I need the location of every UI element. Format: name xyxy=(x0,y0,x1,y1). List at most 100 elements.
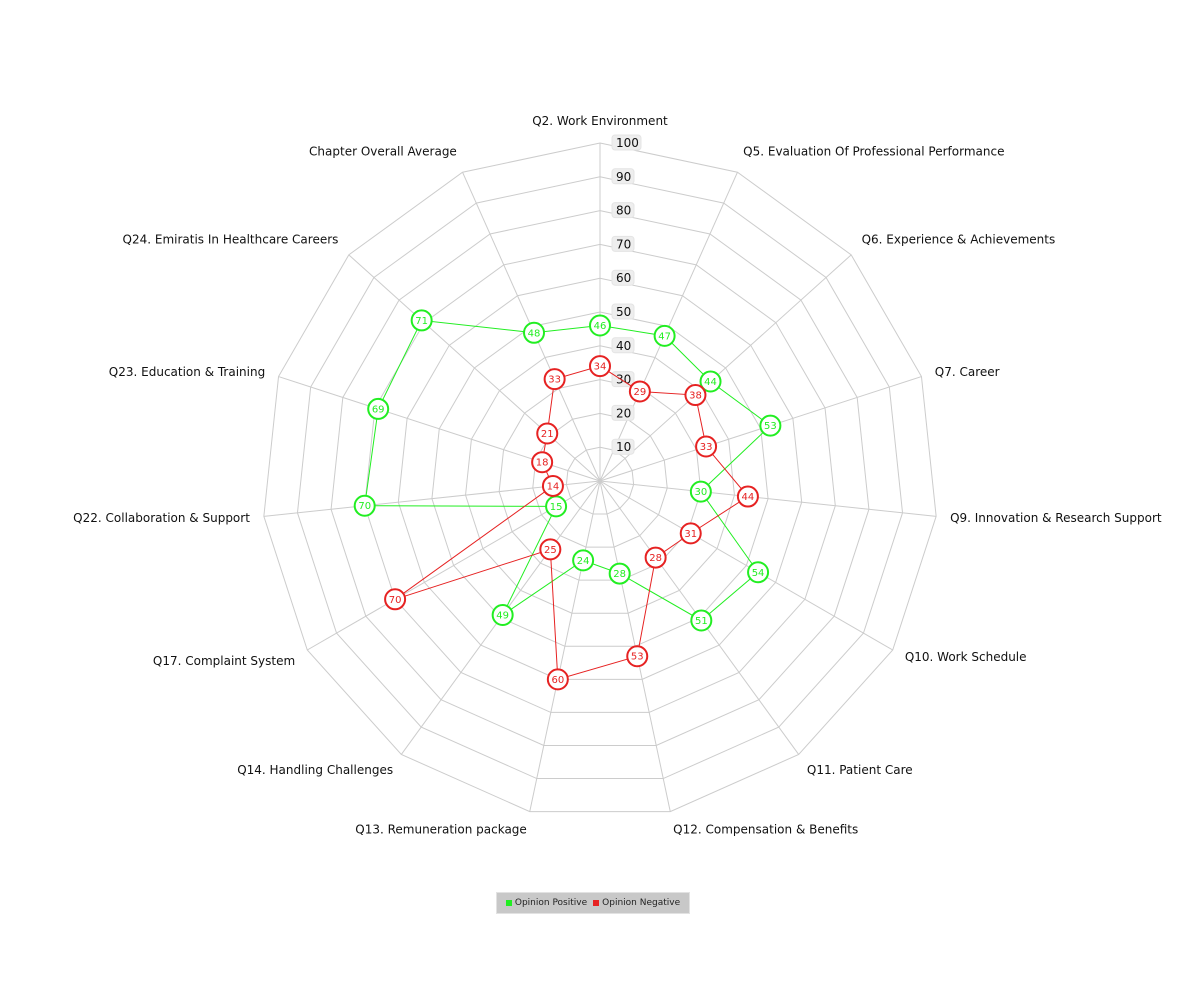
grid-ring-20 xyxy=(532,412,668,548)
grid-ring-100 xyxy=(263,142,937,813)
grid-ring-60 xyxy=(397,277,803,680)
tick-bg-70 xyxy=(611,235,635,252)
point-opinion-negative-1[interactable] xyxy=(628,380,651,403)
data-label-opinion-negative-6: 28 xyxy=(649,553,662,564)
axis-label-q17-complaint-system: Q17. Complaint System xyxy=(153,654,295,668)
point-opinion-negative-11[interactable] xyxy=(541,474,564,497)
data-label-opinion-positive-5: 54 xyxy=(752,568,765,579)
series-layer: 46 47 44 53 30 54 51 28 24 49 15 70 69 71 48 34 29 38 33 44… xyxy=(353,309,782,691)
point-opinion-positive-11[interactable] xyxy=(353,494,376,517)
point-opinion-negative-3[interactable] xyxy=(695,435,718,458)
point-opinion-negative-8[interactable] xyxy=(546,668,569,691)
spoke-2 xyxy=(599,254,852,482)
tick-bg-30 xyxy=(611,371,635,388)
data-label-opinion-positive-9: 49 xyxy=(496,610,509,621)
data-label-opinion-negative-3: 33 xyxy=(700,442,713,453)
data-label-opinion-negative-8: 60 xyxy=(551,675,564,686)
grid-ring-50 xyxy=(431,311,769,647)
tick-label-100: 100 xyxy=(616,136,639,150)
legend-swatch-negative xyxy=(593,900,600,906)
data-label-opinion-negative-0: 34 xyxy=(594,362,607,373)
tick-label-10: 10 xyxy=(616,440,631,454)
spoke-13 xyxy=(348,254,601,482)
point-opinion-positive-0[interactable] xyxy=(589,314,611,337)
data-label-opinion-positive-1: 47 xyxy=(658,331,671,342)
axis-label-q2-work-environment: Q2. Work Environment xyxy=(532,114,668,128)
tick-bg-50 xyxy=(611,303,635,320)
data-label-opinion-positive-7: 28 xyxy=(613,569,626,580)
point-opinion-positive-4[interactable] xyxy=(689,480,712,503)
point-opinion-positive-9[interactable] xyxy=(491,603,514,626)
data-label-opinion-positive-4: 30 xyxy=(694,487,707,498)
point-opinion-negative-4[interactable] xyxy=(736,485,759,508)
tick-bg-20 xyxy=(611,404,635,421)
point-opinion-negative-0[interactable] xyxy=(589,355,611,378)
series-line-opinion-positive xyxy=(364,319,772,622)
axis-label-q6-experience-achievements: Q6. Experience & Achievements xyxy=(862,232,1056,246)
point-opinion-negative-13[interactable] xyxy=(536,422,559,445)
data-label-opinion-negative-1: 29 xyxy=(634,387,647,398)
legend-item-negative[interactable]: Opinion Negative xyxy=(593,898,680,908)
point-opinion-negative-9[interactable] xyxy=(539,538,562,561)
data-label-opinion-positive-13: 71 xyxy=(415,316,428,327)
series-line-opinion-negative xyxy=(394,365,749,681)
grid-ring-30 xyxy=(498,379,702,581)
axis-label-q5-evaluation-of-professional-performance: Q5. Evaluation Of Professional Performan… xyxy=(743,144,1004,158)
axis-label-q12-compensation-benefits: Q12. Compensation & Benefits xyxy=(673,822,858,836)
data-label-opinion-negative-5: 31 xyxy=(684,529,697,540)
data-label-opinion-positive-6: 51 xyxy=(695,616,708,627)
point-opinion-positive-6[interactable] xyxy=(690,609,713,632)
tick-bg-60 xyxy=(611,269,635,286)
data-label-opinion-positive-12: 69 xyxy=(372,404,385,415)
tick-30: 30 xyxy=(611,371,635,388)
point-opinion-positive-5[interactable] xyxy=(747,561,770,584)
point-opinion-positive-3[interactable] xyxy=(759,414,782,437)
grid-ring-90 xyxy=(296,176,904,780)
tick-bg-80 xyxy=(611,202,635,219)
point-opinion-positive-12[interactable] xyxy=(367,397,390,420)
point-opinion-negative-6[interactable] xyxy=(644,546,667,569)
tick-100: 100 xyxy=(611,134,642,151)
point-opinion-negative-5[interactable] xyxy=(679,522,702,545)
point-opinion-positive-1[interactable] xyxy=(653,324,676,347)
legend-label-positive: Opinion Positive xyxy=(514,898,588,908)
data-label-opinion-negative-10: 70 xyxy=(389,595,402,606)
data-label-opinion-negative-2: 38 xyxy=(689,391,702,402)
point-opinion-positive-13[interactable] xyxy=(410,309,433,332)
point-opinion-positive-14[interactable] xyxy=(523,321,546,344)
axis-label-q13-remuneration-package: Q13. Remuneration package xyxy=(355,822,527,836)
tick-bg-90 xyxy=(611,168,635,185)
axis-label-q23-education-training: Q23. Education & Training xyxy=(109,365,265,379)
point-opinion-negative-14[interactable] xyxy=(543,368,566,391)
axis-label-q10-work-schedule: Q10. Work Schedule xyxy=(905,650,1027,664)
tick-bg-40 xyxy=(611,337,635,354)
data-label-opinion-negative-4: 44 xyxy=(742,492,755,503)
point-opinion-negative-2[interactable] xyxy=(684,384,707,407)
series-opinion-positive: 46 47 44 53 30 54 51 28 24 49 15 70 69 71 48 xyxy=(353,309,782,632)
point-opinion-negative-10[interactable] xyxy=(384,588,407,611)
axis-label-q22-collaboration-support: Q22. Collaboration & Support xyxy=(73,511,250,525)
grid-ring-40 xyxy=(465,345,735,614)
tick-label-80: 80 xyxy=(616,204,631,218)
tick-bg-10 xyxy=(611,438,635,455)
data-label-opinion-positive-0: 46 xyxy=(594,321,607,332)
axis-label-chapter-overall-average: Chapter Overall Average xyxy=(309,144,457,158)
point-opinion-negative-12[interactable] xyxy=(531,451,554,474)
tick-90: 90 xyxy=(611,168,635,185)
radar-grid xyxy=(263,142,937,813)
point-opinion-positive-8[interactable] xyxy=(572,549,595,572)
tick-50: 50 xyxy=(611,303,635,320)
spoke-5 xyxy=(599,480,893,651)
legend-swatch-positive xyxy=(505,900,512,906)
series-opinion-negative: 34 29 38 33 44 31 28 53 60 25 70 14 18 21 33 xyxy=(384,355,759,691)
point-opinion-negative-7[interactable] xyxy=(626,645,649,668)
tick-label-50: 50 xyxy=(616,305,631,319)
data-label-opinion-negative-9: 25 xyxy=(544,545,557,556)
legend-item-positive[interactable]: Opinion Positive xyxy=(505,898,588,908)
tick-10: 10 xyxy=(611,438,635,455)
point-opinion-positive-7[interactable] xyxy=(608,562,631,585)
data-label-opinion-positive-2: 44 xyxy=(704,377,717,388)
data-label-opinion-positive-11: 70 xyxy=(358,501,371,512)
point-opinion-positive-2[interactable] xyxy=(699,370,722,393)
